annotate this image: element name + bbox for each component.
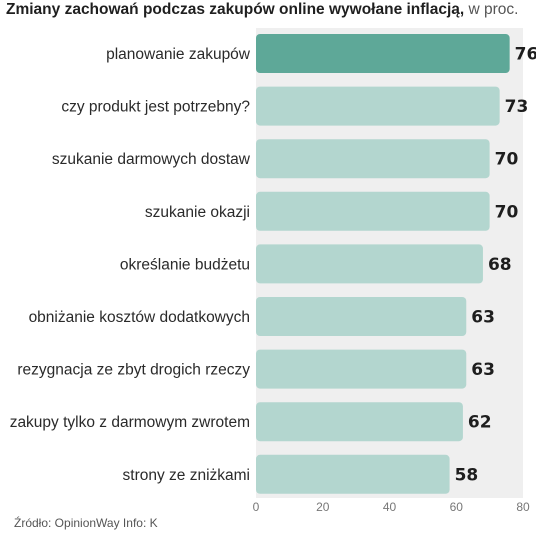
value-label-9: 58 xyxy=(455,465,479,485)
bars-group xyxy=(256,34,510,494)
category-labels-group: planowanie zakupów czy produkt jest potrz… xyxy=(10,46,251,484)
source-note: Źródło: OpinionWay Info: K xyxy=(14,516,158,530)
category-label-9: strony ze zniżkami xyxy=(123,467,250,484)
chart-title-main: Zmiany zachowań podczas zakupów online w… xyxy=(6,1,465,18)
bar-4 xyxy=(256,191,490,231)
value-label-5: 68 xyxy=(488,255,512,275)
bar-8 xyxy=(256,402,463,442)
value-label-4: 70 xyxy=(495,202,519,222)
category-label-3: szukanie darmowych dostaw xyxy=(52,151,251,168)
bar-6 xyxy=(256,297,467,336)
category-label-4: szukanie okazji xyxy=(145,204,250,221)
bar-1 xyxy=(256,34,510,73)
bar-5 xyxy=(256,244,483,284)
category-label-6: obniżanie kosztów dodatkowych xyxy=(29,309,250,326)
category-label-8: zakupy tylko z darmowym zwrotem xyxy=(10,414,250,431)
bar-2 xyxy=(256,86,500,126)
x-tick-label-40: 40 xyxy=(383,500,397,514)
x-tick-label-60: 60 xyxy=(450,500,464,514)
category-label-2: czy produkt jest potrzebny? xyxy=(61,99,250,116)
chart-title-unit: w proc. xyxy=(464,1,519,18)
value-label-1: 76 xyxy=(515,45,536,65)
category-label-5: określanie budżetu xyxy=(120,256,250,273)
chart-title: Zmiany zachowań podczas zakupów online w… xyxy=(6,0,536,20)
bar-9 xyxy=(256,454,450,494)
value-labels-group: 76 73 70 70 68 63 63 62 58 xyxy=(455,45,536,486)
value-label-7: 63 xyxy=(471,360,495,380)
x-axis-ticks-group: 0 20 40 60 80 xyxy=(253,500,530,514)
bar-3 xyxy=(256,139,490,179)
x-tick-label-0: 0 xyxy=(253,500,260,514)
value-label-3: 70 xyxy=(495,150,519,170)
bar-7 xyxy=(256,349,467,389)
value-label-2: 73 xyxy=(505,97,529,117)
x-tick-label-80: 80 xyxy=(516,500,530,514)
x-tick-label-20: 20 xyxy=(316,500,330,514)
value-label-8: 62 xyxy=(468,413,492,433)
value-label-6: 63 xyxy=(471,308,495,328)
category-label-7: rezygnacja ze zbyt drogich rzeczy xyxy=(17,362,250,379)
category-label-1: planowanie zakupów xyxy=(106,46,251,63)
